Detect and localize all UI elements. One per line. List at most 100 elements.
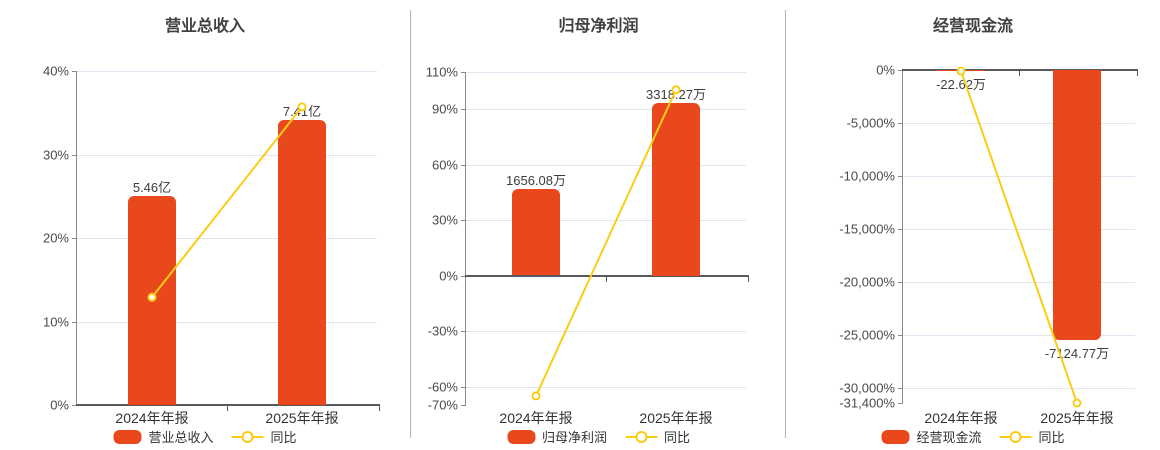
chart-title: 营业总收入	[164, 18, 246, 35]
legend-item-bar-series[interactable]: 经营现金流	[881, 427, 982, 446]
y-tick-mark	[72, 238, 77, 239]
gridline	[466, 387, 746, 388]
legend-item-bar-series[interactable]: 营业总收入	[113, 427, 214, 446]
legend: 经营现金流 同比	[881, 427, 1065, 446]
chart-title: 归母净利润	[558, 18, 639, 35]
y-axis-line	[465, 72, 466, 405]
zero-axis-line	[902, 69, 1138, 71]
gridline	[903, 388, 1135, 389]
bar-2025[interactable]	[278, 120, 326, 405]
zero-axis-line	[76, 404, 380, 406]
bar-value-label: 3318.27万	[646, 87, 706, 102]
y-axis-label: 20%	[42, 230, 69, 246]
y-tick-mark	[898, 335, 903, 336]
legend-bar-swatch	[881, 429, 910, 444]
y-tick-mark	[461, 72, 466, 73]
y-axis-label: 110%	[425, 64, 458, 80]
y-axis-label: -60%	[427, 379, 458, 394]
y-axis-label: -10,000%	[839, 168, 895, 184]
legend-item-bar-series[interactable]: 归母净利润	[506, 427, 607, 446]
legend-label: 同比	[270, 430, 297, 445]
legend-label: 同比	[664, 430, 691, 445]
y-axis-line	[902, 70, 903, 403]
y-axis-label: -70%	[427, 397, 458, 413]
y-axis-label: -15,000%	[839, 221, 895, 237]
y-tick-mark	[72, 405, 77, 406]
gridline	[77, 155, 377, 156]
x-tick-mark	[1019, 71, 1020, 76]
y-tick-mark	[898, 403, 903, 404]
legend: 归母净利润 同比	[506, 427, 690, 446]
legend-item-line-series[interactable]: 同比	[231, 427, 297, 446]
bar-2025[interactable]	[652, 103, 700, 276]
panel-divider	[785, 10, 786, 438]
x-axis-label: 2024年年报	[499, 410, 573, 426]
y-tick-mark	[898, 123, 903, 124]
y-axis-label: 30%	[42, 147, 69, 162]
y-tick-mark	[72, 155, 77, 156]
gridline	[77, 238, 377, 239]
legend-line-icon	[231, 430, 264, 444]
legend-item-line-series[interactable]: 同比	[999, 427, 1065, 446]
chart-title: 经营现金流	[932, 18, 1014, 35]
x-tick-mark	[379, 406, 380, 411]
legend-item-line-series[interactable]: 同比	[625, 427, 690, 446]
x-axis-label: 2025年年报	[639, 410, 713, 426]
gridline	[466, 220, 746, 221]
x-tick-mark	[748, 277, 749, 282]
data-point-marker-2025[interactable]	[1072, 398, 1082, 408]
y-axis-label: -31,400%	[839, 395, 895, 411]
y-axis-label: 60%	[431, 157, 458, 172]
bar-value-label: -7124.77万	[1044, 346, 1110, 361]
gridline	[77, 71, 377, 72]
bar-2024[interactable]	[128, 196, 176, 405]
y-tick-mark	[461, 109, 466, 110]
bar-2025[interactable]	[1053, 70, 1101, 340]
y-tick-mark	[461, 387, 466, 388]
bar-value-label: 1656.08万	[506, 173, 566, 188]
x-axis-label: 2025年年报	[1040, 410, 1114, 426]
legend: 营业总收入 同比	[113, 427, 297, 446]
y-tick-mark	[898, 229, 903, 230]
y-axis-label: 40%	[42, 63, 69, 79]
x-axis-label: 2025年年报	[265, 410, 339, 426]
y-axis-line	[76, 71, 77, 405]
y-axis-label: -25,000%	[839, 327, 895, 343]
y-tick-mark	[72, 71, 77, 72]
bar-2024[interactable]	[512, 189, 560, 275]
legend-label: 归母净利润	[541, 430, 607, 445]
legend-label: 同比	[1038, 430, 1065, 445]
x-axis-label: 2024年年报	[115, 410, 189, 426]
x-axis-label: 2024年年报	[924, 410, 998, 426]
y-axis-label: -5,000%	[846, 115, 895, 131]
y-axis-label: -30,000%	[839, 380, 895, 396]
zero-axis-line	[465, 275, 749, 277]
y-tick-mark	[461, 331, 466, 332]
y-axis-label: 0%	[439, 268, 458, 283]
y-tick-mark	[461, 165, 466, 166]
bar-2024[interactable]	[937, 70, 985, 71]
y-axis-label: 0%	[50, 397, 69, 413]
x-tick-mark	[1137, 71, 1138, 76]
bar-value-label: 7.41亿	[282, 104, 322, 119]
y-tick-mark	[898, 176, 903, 177]
bar-value-label: 5.46亿	[132, 180, 172, 195]
legend-label: 经营现金流	[916, 430, 982, 445]
y-axis-label: -20,000%	[839, 274, 895, 290]
y-axis-label: 10%	[42, 314, 69, 329]
y-tick-mark	[898, 282, 903, 283]
legend-label: 营业总收入	[148, 430, 214, 445]
y-tick-mark	[461, 276, 466, 277]
legend-bar-swatch	[506, 429, 535, 444]
y-axis-label: 30%	[431, 212, 458, 228]
y-axis-label: 90%	[431, 101, 458, 117]
y-axis-label: 0%	[876, 62, 895, 78]
y-tick-mark	[461, 405, 466, 406]
legend-line-icon	[625, 430, 657, 444]
data-point-marker-2024[interactable]	[531, 391, 541, 401]
legend-bar-swatch	[113, 429, 142, 444]
y-tick-mark	[898, 70, 903, 71]
x-tick-mark	[606, 277, 607, 282]
gridline	[466, 331, 746, 332]
